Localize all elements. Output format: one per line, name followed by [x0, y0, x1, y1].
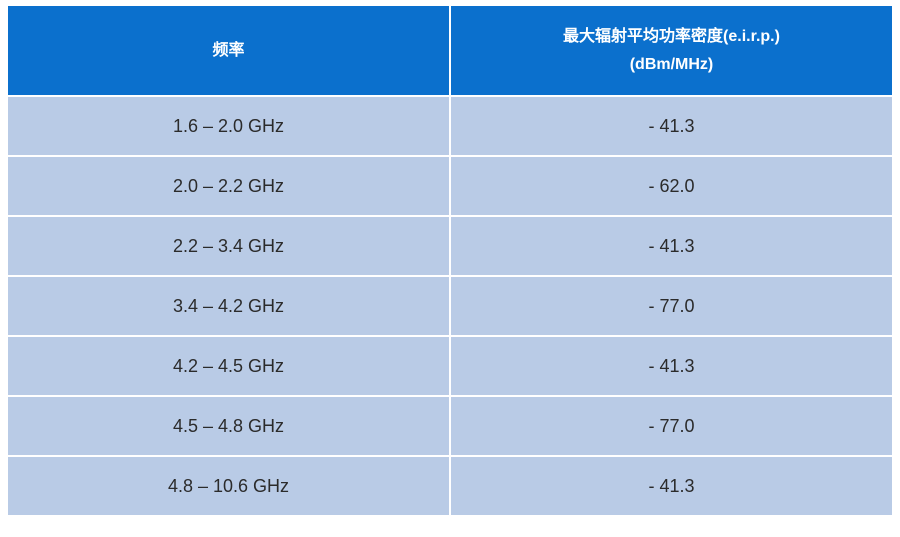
frequency-cell: 1.6 – 2.0 GHz	[6, 95, 451, 157]
table-row: 1.6 – 2.0 GHz - 41.3	[6, 95, 894, 157]
frequency-cell: 4.2 – 4.5 GHz	[6, 335, 451, 397]
frequency-cell: 3.4 – 4.2 GHz	[6, 275, 451, 337]
header-text: 频率	[212, 41, 245, 59]
table-row: 4.8 – 10.6 GHz - 41.3	[6, 455, 894, 517]
eirp-cell: - 62.0	[449, 155, 894, 217]
table-container: 频率 最大辐射平均功率密度(e.i.r.p.) (dBm/MHz) 1.6 – 2.…	[6, 4, 894, 517]
header-text: (dBm/MHz)	[629, 55, 714, 73]
frequency-cell: 2.2 – 3.4 GHz	[6, 215, 451, 277]
table: 频率 最大辐射平均功率密度(e.i.r.p.) (dBm/MHz) 1.6 – 2.…	[6, 4, 894, 517]
eirp-cell: - 41.3	[449, 95, 894, 157]
eirp-cell: - 41.3	[449, 215, 894, 277]
table-row: 3.4 – 4.2 GHz - 77.0	[6, 275, 894, 337]
eirp-cell: - 77.0	[449, 395, 894, 457]
eirp-cell: - 41.3	[449, 335, 894, 397]
table-row: 2.0 – 2.2 GHz - 62.0	[6, 155, 894, 217]
table-header: 频率 最大辐射平均功率密度(e.i.r.p.) (dBm/MHz)	[6, 4, 894, 97]
header-row: 频率 最大辐射平均功率密度(e.i.r.p.) (dBm/MHz)	[6, 4, 894, 97]
table-row: 4.2 – 4.5 GHz - 41.3	[6, 335, 894, 397]
header-cell: 频率	[6, 4, 451, 97]
eirp-cell: - 77.0	[449, 275, 894, 337]
table-row: 4.5 – 4.8 GHz - 77.0	[6, 395, 894, 457]
header-text: 最大辐射平均功率密度(e.i.r.p.)	[563, 27, 780, 45]
frequency-cell: 2.0 – 2.2 GHz	[6, 155, 451, 217]
header-cell: 最大辐射平均功率密度(e.i.r.p.) (dBm/MHz)	[449, 4, 894, 97]
frequency-cell: 4.5 – 4.8 GHz	[6, 395, 451, 457]
eirp-cell: - 41.3	[449, 455, 894, 517]
frequency-cell: 4.8 – 10.6 GHz	[6, 455, 451, 517]
table-body: 1.6 – 2.0 GHz - 41.3 2.0 – 2.2 GHz - 62.0 2.…	[6, 95, 894, 517]
table-row: 2.2 – 3.4 GHz - 41.3	[6, 215, 894, 277]
